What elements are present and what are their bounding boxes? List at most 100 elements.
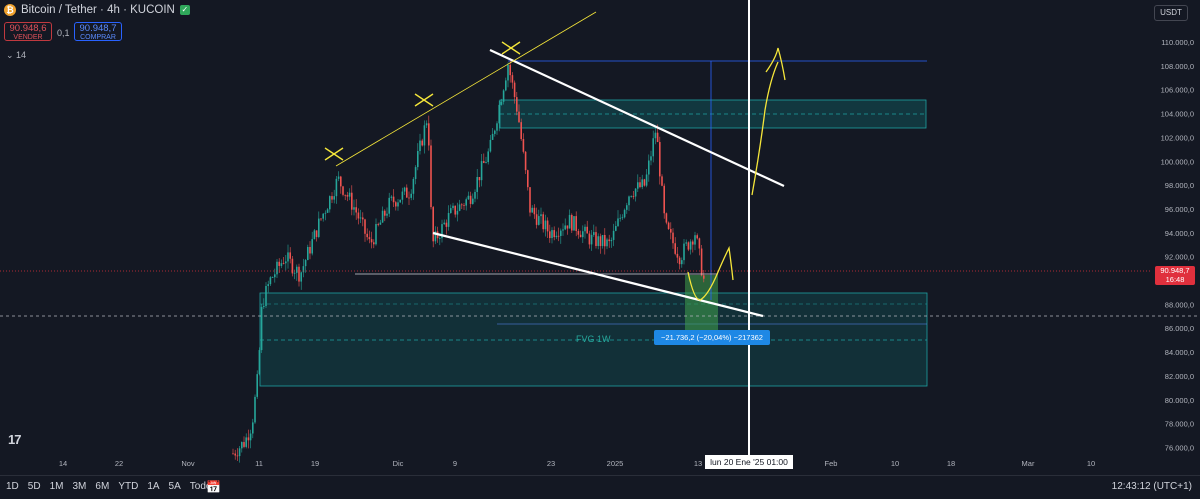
candle-body <box>232 453 234 455</box>
measure-label: −21.736,2 (−20,04%) −217362 <box>654 330 770 345</box>
symbol-header[interactable]: ₿ Bitcoin / Tether · 4h · KUCOIN ✓ <box>4 4 190 16</box>
range-todos[interactable]: Todos <box>189 481 217 492</box>
candle-body <box>621 217 624 219</box>
range-6m[interactable]: 6M <box>95 481 110 492</box>
symbol-title[interactable]: Bitcoin / Tether · 4h · KUCOIN <box>21 4 175 16</box>
candle-body <box>533 207 536 215</box>
candle-body <box>564 225 566 230</box>
currency-button[interactable]: USDT <box>1154 5 1188 21</box>
candle-body <box>324 212 327 214</box>
candle-body <box>551 230 553 239</box>
candle-body <box>696 235 698 239</box>
candle-body <box>403 187 406 192</box>
time-tick: 11 <box>255 459 263 468</box>
candle-body <box>269 277 272 285</box>
candle-body <box>648 160 650 175</box>
candle-body <box>604 235 606 247</box>
candle-body <box>243 442 245 447</box>
time-tick: 9 <box>453 459 457 468</box>
candle-body <box>637 182 639 189</box>
candle-body <box>577 230 580 235</box>
candle-body <box>342 186 344 195</box>
price-tick: 100.000,0 <box>1161 157 1194 166</box>
price-tick: 82.000,0 <box>1165 372 1194 381</box>
calendar-icon[interactable]: 📅 <box>206 480 221 494</box>
candle-body <box>298 266 300 282</box>
time-tick: 14 <box>59 459 67 468</box>
range-5d[interactable]: 5D <box>27 481 41 492</box>
candle-body <box>692 241 694 245</box>
candle-body <box>445 222 448 227</box>
buy-button[interactable]: 90.948,7 COMPRAR <box>74 22 122 41</box>
candle-body <box>412 179 415 194</box>
candle-body <box>535 214 538 225</box>
candle-body <box>452 205 454 209</box>
candle-body <box>322 213 324 219</box>
candle-body <box>359 217 362 219</box>
time-tick: 10 <box>1087 459 1095 468</box>
candle-body <box>428 123 430 146</box>
time-tick: 18 <box>947 459 955 468</box>
candle-body <box>249 433 252 441</box>
indicators-toggle[interactable]: ⌄ 14 <box>6 50 27 60</box>
candle-body <box>678 257 681 265</box>
candle-body <box>634 188 637 197</box>
candle-body <box>443 222 445 225</box>
candle-body <box>485 162 487 163</box>
candle-body <box>351 192 353 210</box>
range-ytd[interactable]: YTD <box>118 481 139 492</box>
range-1m[interactable]: 1M <box>49 481 64 492</box>
candle-body <box>377 224 379 225</box>
range-5a[interactable]: 5A <box>168 481 181 492</box>
price-chart[interactable]: 110.000,0 108.000,0 106.000,0 104.000,0 102.… <box>0 0 1200 475</box>
candle-body <box>573 216 575 231</box>
candle-body <box>597 236 599 246</box>
candle-body <box>313 230 316 240</box>
breakout-arrow <box>751 47 786 196</box>
time-tick: Mar <box>1022 459 1035 468</box>
candle-body <box>311 239 313 254</box>
candle-body <box>401 191 404 200</box>
range-1d[interactable]: 1D <box>6 481 19 492</box>
clock[interactable]: 12:43:12 (UTC+1) <box>1111 481 1192 492</box>
range-3m[interactable]: 3M <box>72 481 87 492</box>
time-tick: 13 <box>694 459 702 468</box>
candle-body <box>480 161 483 181</box>
candle-body <box>538 216 540 225</box>
range-1a[interactable]: 1A <box>147 481 160 492</box>
candle-body <box>291 258 294 274</box>
candle-body <box>474 191 476 199</box>
candle-body <box>456 210 459 215</box>
candle-body <box>601 235 604 247</box>
candle-body <box>703 275 705 279</box>
candle-body <box>256 374 258 397</box>
candle-body <box>599 236 602 247</box>
candle-body <box>654 132 657 139</box>
candle-body <box>509 64 511 76</box>
time-tick: 19 <box>311 459 319 468</box>
time-tick: Nov <box>181 459 195 468</box>
bar-countdown: 16:48 <box>1165 274 1185 284</box>
candle-body <box>628 196 630 206</box>
candle-body <box>454 205 456 215</box>
candle-body <box>241 442 243 449</box>
candle-body <box>280 263 283 266</box>
candle-body <box>540 214 542 217</box>
candle-body <box>584 226 586 232</box>
price-tick: 92.000,0 <box>1165 253 1194 262</box>
candle-body <box>593 232 595 235</box>
candle-body <box>287 252 289 262</box>
candle-body <box>260 306 263 351</box>
time-tick: 22 <box>115 459 123 468</box>
sell-button[interactable]: 90.948,6 VENDER <box>4 22 52 41</box>
resistance-trendline <box>489 49 785 187</box>
time-tick: Feb <box>825 459 838 468</box>
candle-body <box>236 455 239 457</box>
spread-value: 0,1 <box>57 28 70 38</box>
candle-body <box>333 196 335 200</box>
candle-body <box>641 179 643 188</box>
candle-body <box>370 239 373 243</box>
top-mark <box>324 147 344 161</box>
candle-body <box>353 207 355 210</box>
candle-body <box>674 243 676 254</box>
